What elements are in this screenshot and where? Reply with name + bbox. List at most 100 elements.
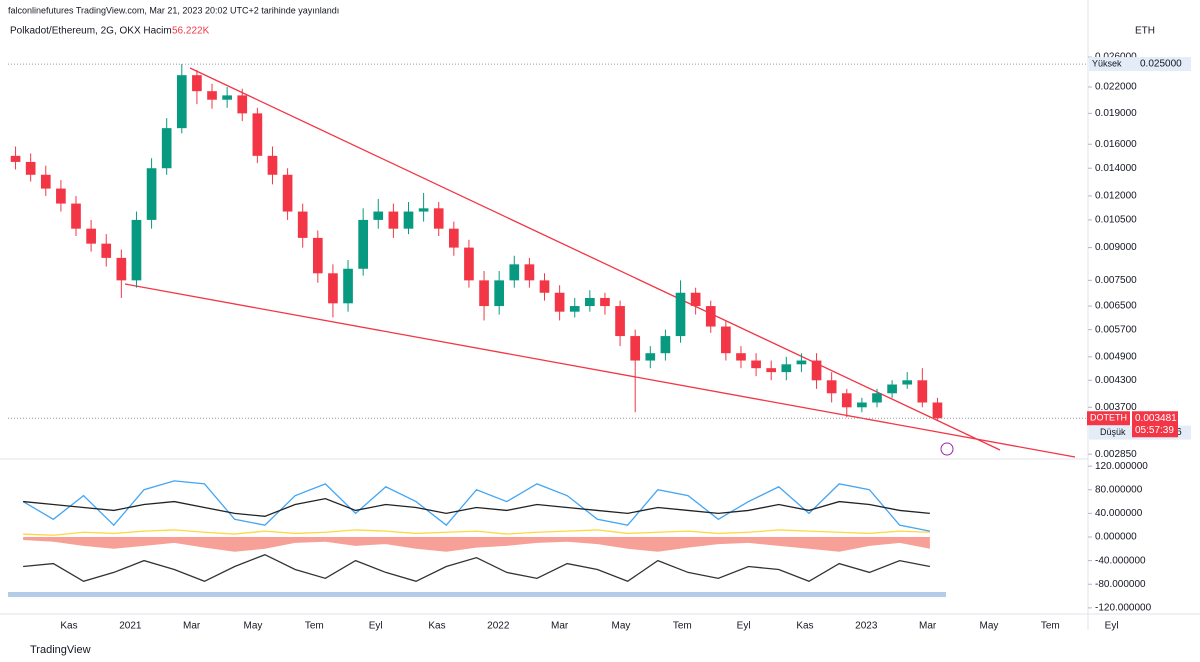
y-tick-label: 0.000000 [1095,532,1137,543]
candle-body [857,402,867,408]
candle-body [222,95,232,100]
trendline [189,67,1001,451]
y-tick-label: 40.000000 [1095,508,1143,519]
y-tick-label: 0.012000 [1095,191,1137,202]
y-tick-label: 80.000000 [1095,484,1143,495]
indicator-band [8,592,946,597]
candle-body [207,91,217,100]
indicator-line [23,497,930,517]
candle-body [282,174,293,212]
volume: 56.222K [172,26,210,37]
candle-body [569,306,580,312]
candle-body [917,380,928,403]
y-tick-label: 0.007500 [1095,275,1137,286]
countdown: 05:57:39 [1135,425,1174,436]
brand: TradingView [30,644,91,656]
candle-body [328,273,338,304]
candle-body [585,297,595,307]
x-tick-label: Kas [796,621,813,632]
candle-body [40,174,51,189]
candle-body [10,155,21,162]
candle-body [71,203,81,229]
candle-body [176,75,187,129]
x-tick-label: Eyl [737,621,751,632]
candle-body [25,161,36,175]
symbol: Polkadot/Ethereum, 2G, OKX Hacim [10,26,172,37]
symbol-label: DOTETH [1090,413,1127,423]
x-tick-label: Kas [428,621,445,632]
marker-value: 0.025000 [1140,59,1182,70]
x-tick-label: 2021 [119,621,142,632]
last-price: 0.003481 [1135,413,1177,424]
candle-body [872,393,882,403]
y-tick-label: -40.000000 [1095,555,1146,566]
candle-body [388,211,399,229]
y-tick-label: 0.022000 [1095,82,1137,93]
candle-body [267,155,278,175]
candle-body [781,364,792,373]
x-tick-label: Mar [551,621,569,632]
candle-body [645,353,656,361]
candle-body [554,292,565,312]
candle-body [448,228,459,248]
x-tick-label: 2023 [855,621,878,632]
candle-body [86,228,96,244]
y-tick-label: 0.010500 [1095,215,1137,226]
candle-body [418,208,429,212]
candle-body [766,368,777,373]
candle-body [524,264,535,281]
y-tick-label: 0.014000 [1095,163,1137,174]
candle-body [539,280,550,293]
trendline [124,283,1076,458]
candle-body [494,280,505,307]
y-tick-label: 0.002850 [1095,449,1137,460]
candle-body [116,257,127,281]
candle-body [690,292,701,307]
x-tick-label: May [612,621,631,632]
candle-body [252,113,263,156]
candle-body [630,336,641,361]
symbol-box [1087,411,1130,426]
indicator-area [23,537,930,552]
y-tick-label: -120.000000 [1095,603,1152,614]
candle-body [479,280,489,307]
candle-body [705,306,716,327]
candle-body [373,211,384,220]
x-tick-label: Mar [183,621,201,632]
indicator-line [22,480,931,532]
candle-body [796,360,807,365]
candle-body [343,268,353,304]
y-tick-label: 0.004300 [1095,375,1137,386]
x-tick-label: Mar [919,621,937,632]
candle-body [841,393,852,408]
y-tick-label: 0.019000 [1095,108,1137,119]
indicator-line [23,554,931,583]
candle-body [56,188,66,204]
x-tick-label: May [244,621,263,632]
marker-box [1089,57,1191,72]
marker-name: Yüksek [1092,58,1122,68]
candle-body [736,353,746,361]
candle-body [932,402,943,419]
candle-body [826,380,837,394]
candle-body [131,219,142,281]
candle-body [161,128,172,169]
y-tick-label: 0.005700 [1095,324,1137,335]
y-tick-label: 0.003700 [1095,402,1137,413]
candle-body [237,95,248,114]
candle-body [297,211,308,238]
currency: ETH [1135,26,1155,37]
x-tick-label: Tem [1041,621,1060,632]
marker-name: Düşük [1100,427,1126,437]
y-tick-label: 0.009000 [1095,242,1137,253]
candle-body [721,326,731,354]
candle-body [192,75,202,92]
x-tick-label: Tem [673,621,692,632]
y-tick-label: 0.016000 [1095,139,1137,150]
x-tick-label: Tem [305,621,324,632]
candle-body [101,243,112,258]
candle-body [312,237,323,274]
x-tick-label: 2022 [487,621,510,632]
y-tick-label: 0.006500 [1095,301,1137,312]
